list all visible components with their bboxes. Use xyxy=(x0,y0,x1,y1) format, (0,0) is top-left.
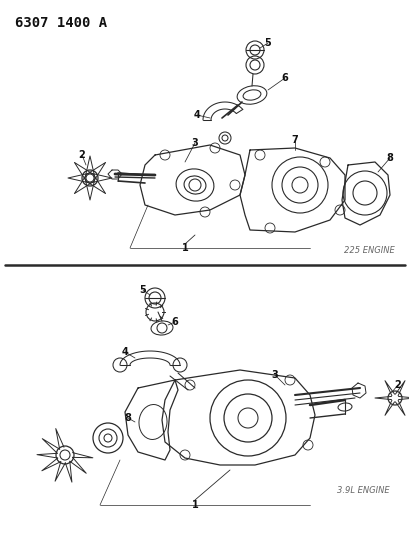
Text: 5: 5 xyxy=(264,38,271,48)
Text: 6307 1400 A: 6307 1400 A xyxy=(15,16,107,30)
Text: 8: 8 xyxy=(124,413,131,423)
Text: 6: 6 xyxy=(281,73,288,83)
Text: 2: 2 xyxy=(79,150,85,160)
Text: 7: 7 xyxy=(291,135,298,145)
Text: 3: 3 xyxy=(191,138,198,148)
Text: 2: 2 xyxy=(393,380,400,390)
Text: 3: 3 xyxy=(271,370,278,380)
Text: 5: 5 xyxy=(139,285,146,295)
Text: 6: 6 xyxy=(171,317,178,327)
Text: 4: 4 xyxy=(121,347,128,357)
Text: 225 ENGINE: 225 ENGINE xyxy=(344,246,394,255)
Text: 3.9L ENGINE: 3.9L ENGINE xyxy=(337,486,389,495)
Text: 1: 1 xyxy=(181,243,188,253)
Text: 1: 1 xyxy=(191,500,198,510)
Text: 8: 8 xyxy=(386,153,393,163)
Text: 4: 4 xyxy=(193,110,200,120)
